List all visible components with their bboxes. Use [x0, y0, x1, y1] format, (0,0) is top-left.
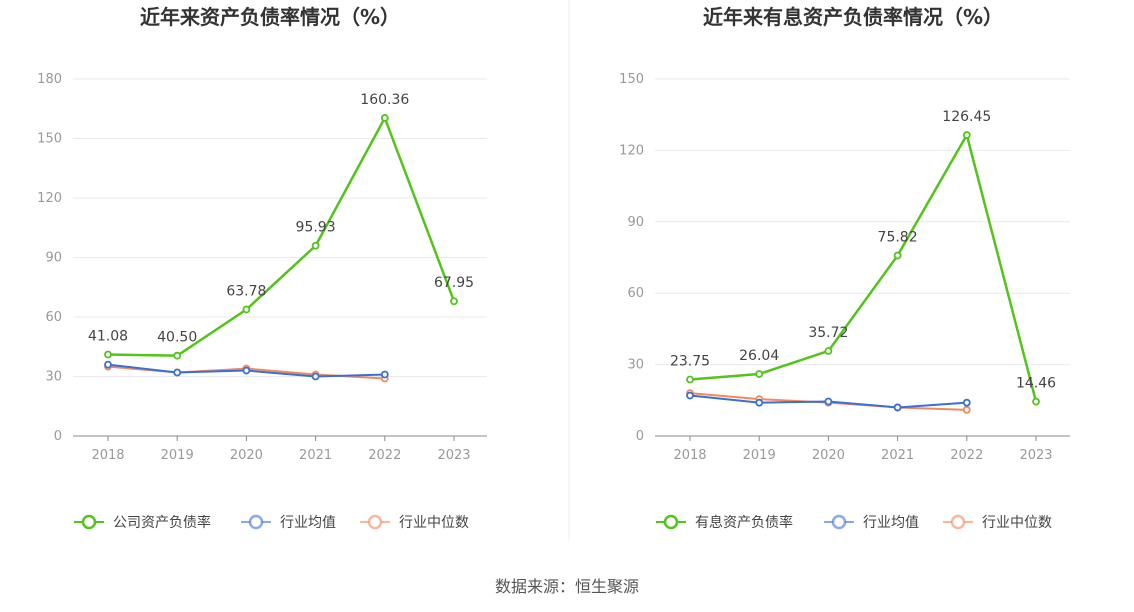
- x-tick-label: 2018: [91, 448, 124, 463]
- legend-item[interactable]: 行业均值: [241, 514, 336, 531]
- legend-swatch-marker: [248, 514, 264, 530]
- series-line: [689, 133, 1038, 402]
- y-tick-label: 150: [37, 132, 62, 147]
- data-point: [893, 251, 902, 260]
- legend-swatch-marker: [831, 514, 847, 530]
- x-tick-label: 2020: [230, 448, 263, 463]
- data-point: [755, 398, 764, 407]
- y-tick-label: 120: [619, 143, 644, 158]
- legend-item[interactable]: 行业中位数: [360, 514, 469, 531]
- data-point: [962, 398, 971, 407]
- legend-label: 有息资产负债率: [695, 514, 793, 531]
- data-label: 160.36: [360, 92, 409, 108]
- x-tick-label: 2023: [437, 448, 470, 463]
- x-tick-label: 2022: [368, 448, 401, 463]
- data-point: [242, 305, 251, 314]
- legend-item[interactable]: 有息资产负债率: [656, 514, 793, 531]
- x-tick-label: 2021: [881, 448, 914, 463]
- y-tick-label: 30: [627, 358, 644, 373]
- y-tick-label: 60: [45, 310, 62, 325]
- data-point: [173, 368, 182, 377]
- data-label: 63.78: [226, 284, 266, 300]
- x-tick-label: 2019: [161, 448, 194, 463]
- legend-item[interactable]: 行业均值: [824, 514, 919, 531]
- data-label: 26.04: [739, 348, 779, 364]
- data-label: 41.08: [88, 329, 128, 345]
- x-tick-label: 2018: [673, 448, 706, 463]
- data-point: [311, 372, 320, 381]
- data-label: 95.93: [296, 220, 336, 236]
- legend-swatch-marker: [367, 514, 383, 530]
- data-label: 35.72: [808, 325, 848, 341]
- data-point: [755, 370, 764, 378]
- y-tick-label: 90: [45, 251, 62, 266]
- data-point: [104, 350, 112, 359]
- legend-swatch-marker: [663, 514, 679, 530]
- y-tick-label: 180: [37, 72, 62, 87]
- y-tick-label: 0: [54, 429, 62, 444]
- data-point: [380, 114, 389, 122]
- legend-label: 行业中位数: [982, 515, 1052, 531]
- data-point: [380, 370, 389, 379]
- data-label: 75.82: [878, 230, 918, 246]
- data-point: [450, 297, 458, 306]
- y-tick-label: 120: [37, 191, 62, 206]
- data-label: 23.75: [670, 353, 710, 369]
- legend-label: 行业均值: [280, 515, 336, 531]
- data-label: 40.50: [157, 330, 197, 346]
- data-point: [686, 375, 694, 384]
- chart-title: 近年来有息资产负债率情况（%）: [703, 5, 1003, 29]
- data-label: 14.46: [1016, 376, 1056, 392]
- chart-panel-debt-ratio: 近年来资产负债率情况（%） 0 30 60 90 120 150 180 2018 2019 202…: [37, 5, 487, 531]
- data-point: [311, 241, 320, 250]
- x-tick-label: 2023: [1019, 448, 1052, 463]
- x-tick-label: 2019: [743, 448, 776, 463]
- legend-label: 行业均值: [863, 515, 919, 531]
- legend-swatch-marker: [950, 514, 966, 530]
- data-point: [962, 131, 971, 139]
- data-point: [104, 360, 112, 369]
- data-label: 126.45: [942, 109, 991, 125]
- legend-label: 行业中位数: [399, 515, 469, 531]
- data-point: [824, 347, 833, 355]
- x-tick-label: 2021: [299, 448, 332, 463]
- y-tick-label: 90: [627, 215, 644, 230]
- legend-swatch-marker: [81, 514, 97, 530]
- legend-item[interactable]: 公司资产负债率: [74, 514, 211, 531]
- legend-item[interactable]: 行业中位数: [943, 514, 1052, 531]
- chart-panel-interest-debt-ratio: 近年来有息资产负债率情况（%） 0 30 60 90 120 150 2018 2019 2020…: [619, 5, 1070, 531]
- legend-label: 公司资产负债率: [113, 514, 211, 531]
- data-point: [686, 391, 694, 400]
- data-point: [893, 403, 902, 412]
- data-point: [962, 405, 971, 414]
- y-tick-label: 150: [619, 72, 644, 87]
- y-tick-label: 30: [45, 370, 62, 385]
- series-line: [107, 116, 456, 357]
- x-tick-label: 2022: [950, 448, 983, 463]
- data-point: [173, 351, 182, 360]
- y-tick-label: 60: [627, 286, 644, 301]
- data-label: 67.95: [434, 275, 474, 291]
- source-label: 数据来源：恒生聚源: [495, 577, 639, 596]
- y-tick-label: 0: [636, 429, 644, 444]
- data-point: [824, 397, 833, 406]
- data-point: [242, 366, 251, 375]
- chart-title: 近年来资产负债率情况（%）: [140, 5, 400, 29]
- data-point: [1032, 397, 1040, 406]
- x-tick-label: 2020: [812, 448, 845, 463]
